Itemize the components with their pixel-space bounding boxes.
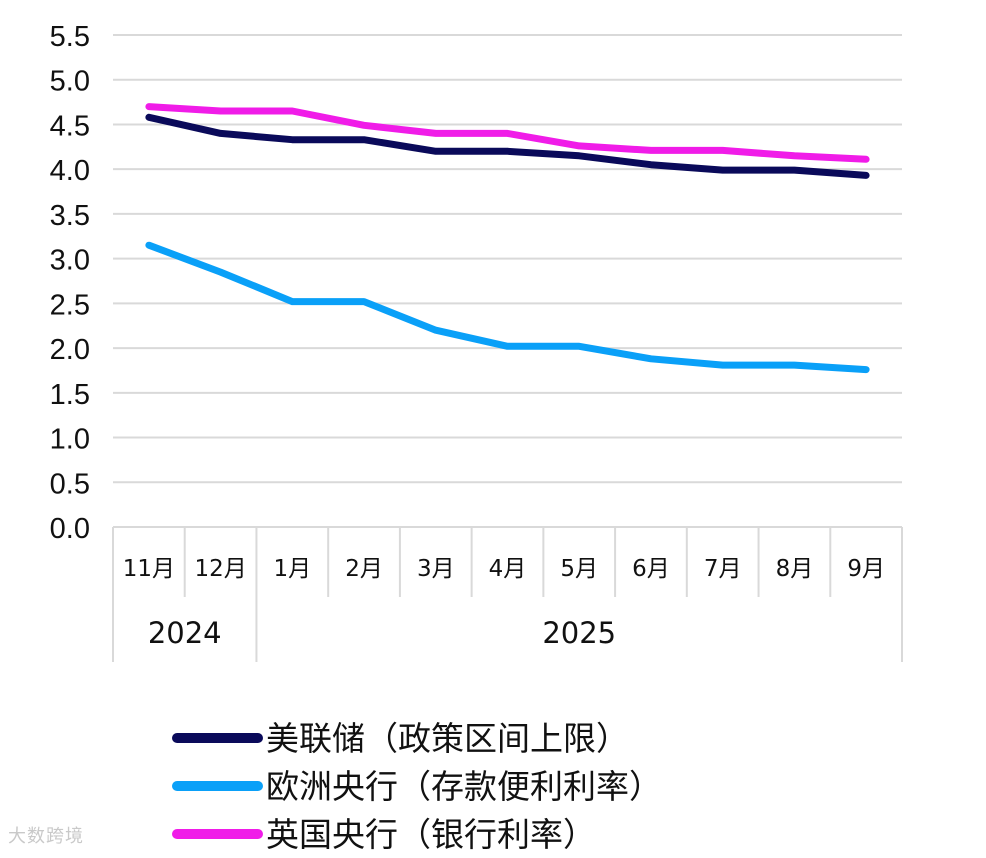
- y-tick-label: 5.5: [50, 21, 90, 53]
- y-tick-label: 0.0: [50, 513, 90, 545]
- year-label: 2025: [542, 616, 616, 650]
- y-tick-label: 4.5: [50, 110, 90, 142]
- watermark: 大数跨境: [8, 826, 84, 847]
- x-tick-label: 6月: [632, 556, 670, 582]
- x-axis-categories: 11月 12月 1月 2月 3月 4月 5月 6月 7月 8月 9月 2024 2025: [112, 527, 903, 662]
- x-tick-label: 4月: [489, 556, 527, 582]
- legend: 美联储（政策区间上限） 欧洲央行（存款便利利率） 英国央行（银行利率）: [172, 719, 662, 854]
- y-tick-label: 1.0: [50, 424, 90, 456]
- x-tick-label: 8月: [776, 556, 814, 582]
- y-tick-label: 4.0: [50, 155, 90, 187]
- y-tick-label: 2.0: [50, 334, 90, 366]
- legend-label: 美联储（政策区间上限）: [266, 719, 629, 758]
- x-tick-label: 9月: [847, 556, 885, 582]
- x-tick-label: 7月: [704, 556, 742, 582]
- x-tick-label: 1月: [273, 556, 311, 582]
- x-tick-label: 12月: [194, 556, 246, 582]
- x-tick-label: 2月: [345, 556, 383, 582]
- series-line: [145, 103, 870, 163]
- series-lines: [145, 103, 870, 374]
- x-tick-label: 5月: [560, 556, 598, 582]
- y-axis-ticks: 0.0 0.5 1.0 1.5 2.0 2.5 3.0 3.5 4.0 4.5 5.0 5.5: [50, 21, 90, 545]
- x-tick-label: 11月: [123, 556, 175, 582]
- series-line: [145, 241, 870, 374]
- y-tick-label: 3.5: [50, 200, 90, 232]
- x-tick-label: 3月: [417, 556, 455, 582]
- legend-label: 英国央行（银行利率）: [266, 815, 596, 854]
- y-tick-label: 1.5: [50, 379, 90, 411]
- series-line: [145, 113, 870, 179]
- y-tick-label: 0.5: [50, 468, 90, 500]
- y-tick-label: 2.5: [50, 289, 90, 321]
- y-tick-label: 3.0: [50, 245, 90, 277]
- year-label: 2024: [148, 616, 222, 650]
- y-tick-label: 5.0: [50, 66, 90, 98]
- legend-label: 欧洲央行（存款便利利率）: [266, 767, 662, 806]
